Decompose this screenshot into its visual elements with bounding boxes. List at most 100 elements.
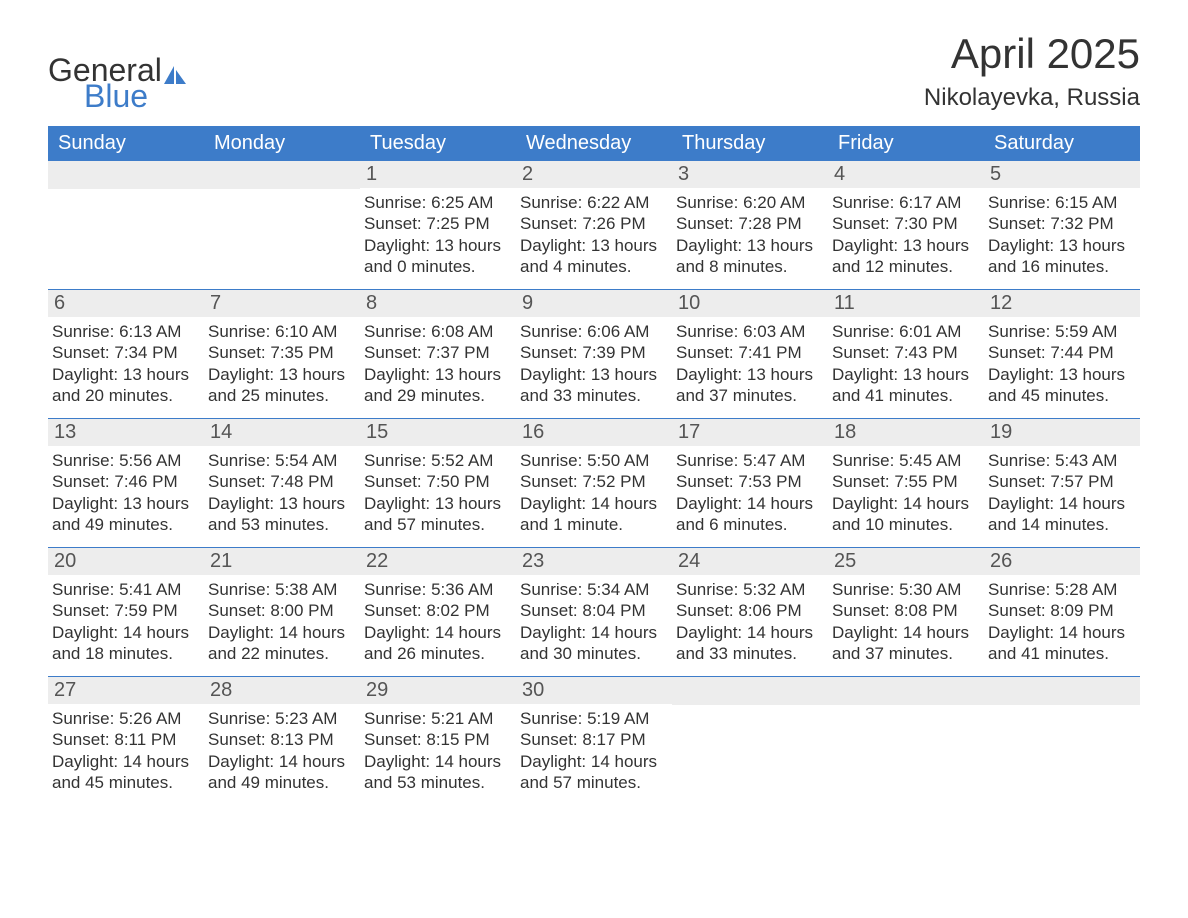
sunrise-text: Sunrise: 5:43 AM [988,450,1132,471]
day-cell: 18Sunrise: 5:45 AMSunset: 7:55 PMDayligh… [828,419,984,547]
daylight-text: Daylight: 13 hours and 57 minutes. [364,493,508,536]
day-cell: 6Sunrise: 6:13 AMSunset: 7:34 PMDaylight… [48,290,204,418]
day-number: 20 [48,548,204,575]
day-number: 24 [672,548,828,575]
daylight-text: Daylight: 14 hours and 1 minute. [520,493,664,536]
day-cell: 4Sunrise: 6:17 AMSunset: 7:30 PMDaylight… [828,161,984,289]
day-content: Sunrise: 6:08 AMSunset: 7:37 PMDaylight:… [360,317,516,410]
day-cell-empty [204,161,360,289]
day-content: Sunrise: 6:10 AMSunset: 7:35 PMDaylight:… [204,317,360,410]
day-content: Sunrise: 5:21 AMSunset: 8:15 PMDaylight:… [360,704,516,797]
sunset-text: Sunset: 8:00 PM [208,600,352,621]
day-cell: 25Sunrise: 5:30 AMSunset: 8:08 PMDayligh… [828,548,984,676]
daylight-text: Daylight: 13 hours and 53 minutes. [208,493,352,536]
daylight-text: Daylight: 14 hours and 10 minutes. [832,493,976,536]
daylight-text: Daylight: 13 hours and 12 minutes. [832,235,976,278]
sunrise-text: Sunrise: 5:23 AM [208,708,352,729]
day-number: 4 [828,161,984,188]
day-cell: 16Sunrise: 5:50 AMSunset: 7:52 PMDayligh… [516,419,672,547]
sunrise-text: Sunrise: 5:28 AM [988,579,1132,600]
daylight-text: Daylight: 14 hours and 30 minutes. [520,622,664,665]
sunset-text: Sunset: 7:28 PM [676,213,820,234]
daylight-text: Daylight: 14 hours and 22 minutes. [208,622,352,665]
day-cell: 5Sunrise: 6:15 AMSunset: 7:32 PMDaylight… [984,161,1140,289]
sunset-text: Sunset: 7:37 PM [364,342,508,363]
location: Nikolayevka, Russia [924,84,1140,112]
daylight-text: Daylight: 14 hours and 26 minutes. [364,622,508,665]
day-content: Sunrise: 5:38 AMSunset: 8:00 PMDaylight:… [204,575,360,668]
daylight-text: Daylight: 13 hours and 37 minutes. [676,364,820,407]
day-content: Sunrise: 5:23 AMSunset: 8:13 PMDaylight:… [204,704,360,797]
day-content: Sunrise: 6:25 AMSunset: 7:25 PMDaylight:… [360,188,516,281]
sunset-text: Sunset: 8:09 PM [988,600,1132,621]
sunset-text: Sunset: 7:43 PM [832,342,976,363]
sunrise-text: Sunrise: 6:08 AM [364,321,508,342]
day-cell: 22Sunrise: 5:36 AMSunset: 8:02 PMDayligh… [360,548,516,676]
sunrise-text: Sunrise: 6:13 AM [52,321,196,342]
sunrise-text: Sunrise: 5:59 AM [988,321,1132,342]
daylight-text: Daylight: 14 hours and 45 minutes. [52,751,196,794]
daylight-text: Daylight: 14 hours and 6 minutes. [676,493,820,536]
day-cell: 8Sunrise: 6:08 AMSunset: 7:37 PMDaylight… [360,290,516,418]
day-cell: 12Sunrise: 5:59 AMSunset: 7:44 PMDayligh… [984,290,1140,418]
day-content: Sunrise: 5:45 AMSunset: 7:55 PMDaylight:… [828,446,984,539]
day-header: Friday [828,126,984,161]
day-number: 15 [360,419,516,446]
sunset-text: Sunset: 8:13 PM [208,729,352,750]
sunrise-text: Sunrise: 6:25 AM [364,192,508,213]
day-number: 19 [984,419,1140,446]
day-content: Sunrise: 6:17 AMSunset: 7:30 PMDaylight:… [828,188,984,281]
sunrise-text: Sunrise: 5:26 AM [52,708,196,729]
day-number: 13 [48,419,204,446]
day-number: 9 [516,290,672,317]
day-cell: 10Sunrise: 6:03 AMSunset: 7:41 PMDayligh… [672,290,828,418]
sunrise-text: Sunrise: 5:41 AM [52,579,196,600]
sunrise-text: Sunrise: 5:47 AM [676,450,820,471]
daylight-text: Daylight: 13 hours and 33 minutes. [520,364,664,407]
day-number [984,677,1140,705]
day-cell: 1Sunrise: 6:25 AMSunset: 7:25 PMDaylight… [360,161,516,289]
daylight-text: Daylight: 14 hours and 33 minutes. [676,622,820,665]
day-content: Sunrise: 5:34 AMSunset: 8:04 PMDaylight:… [516,575,672,668]
daylight-text: Daylight: 14 hours and 41 minutes. [988,622,1132,665]
daylight-text: Daylight: 13 hours and 8 minutes. [676,235,820,278]
sunset-text: Sunset: 8:06 PM [676,600,820,621]
day-number: 18 [828,419,984,446]
sunrise-text: Sunrise: 6:17 AM [832,192,976,213]
sunset-text: Sunset: 7:52 PM [520,471,664,492]
daylight-text: Daylight: 13 hours and 20 minutes. [52,364,196,407]
day-content: Sunrise: 5:41 AMSunset: 7:59 PMDaylight:… [48,575,204,668]
sunset-text: Sunset: 7:50 PM [364,471,508,492]
daylight-text: Daylight: 14 hours and 53 minutes. [364,751,508,794]
sunrise-text: Sunrise: 5:30 AM [832,579,976,600]
day-content: Sunrise: 5:54 AMSunset: 7:48 PMDaylight:… [204,446,360,539]
sunset-text: Sunset: 8:02 PM [364,600,508,621]
sunset-text: Sunset: 7:57 PM [988,471,1132,492]
daylight-text: Daylight: 14 hours and 14 minutes. [988,493,1132,536]
sunrise-text: Sunrise: 6:20 AM [676,192,820,213]
sunrise-text: Sunrise: 5:45 AM [832,450,976,471]
day-content: Sunrise: 6:01 AMSunset: 7:43 PMDaylight:… [828,317,984,410]
day-content: Sunrise: 5:19 AMSunset: 8:17 PMDaylight:… [516,704,672,797]
day-number: 10 [672,290,828,317]
header-right: April 2025 Nikolayevka, Russia [924,30,1140,112]
day-number: 27 [48,677,204,704]
sunset-text: Sunset: 8:11 PM [52,729,196,750]
week-row: 13Sunrise: 5:56 AMSunset: 7:46 PMDayligh… [48,418,1140,547]
day-header: Wednesday [516,126,672,161]
sunrise-text: Sunrise: 6:15 AM [988,192,1132,213]
day-number: 6 [48,290,204,317]
day-cell: 27 Sunrise: 5:26 AMSunset: 8:11 PMDayligh… [48,677,204,805]
logo: General Blue [48,30,188,112]
month-title: April 2025 [924,30,1140,78]
day-cell: 24 Sunrise: 5:32 AMSunset: 8:06 PMDayligh… [672,548,828,676]
day-cell: 17Sunrise: 5:47 AMSunset: 7:53 PMDayligh… [672,419,828,547]
day-number [672,677,828,705]
day-number: 16 [516,419,672,446]
daylight-text: Daylight: 13 hours and 41 minutes. [832,364,976,407]
day-content: Sunrise: 5:59 AMSunset: 7:44 PMDaylight:… [984,317,1140,410]
sunrise-text: Sunrise: 5:32 AM [676,579,820,600]
day-content: Sunrise: 6:20 AMSunset: 7:28 PMDaylight:… [672,188,828,281]
day-content: Sunrise: 6:03 AMSunset: 7:41 PMDaylight:… [672,317,828,410]
sunset-text: Sunset: 8:08 PM [832,600,976,621]
